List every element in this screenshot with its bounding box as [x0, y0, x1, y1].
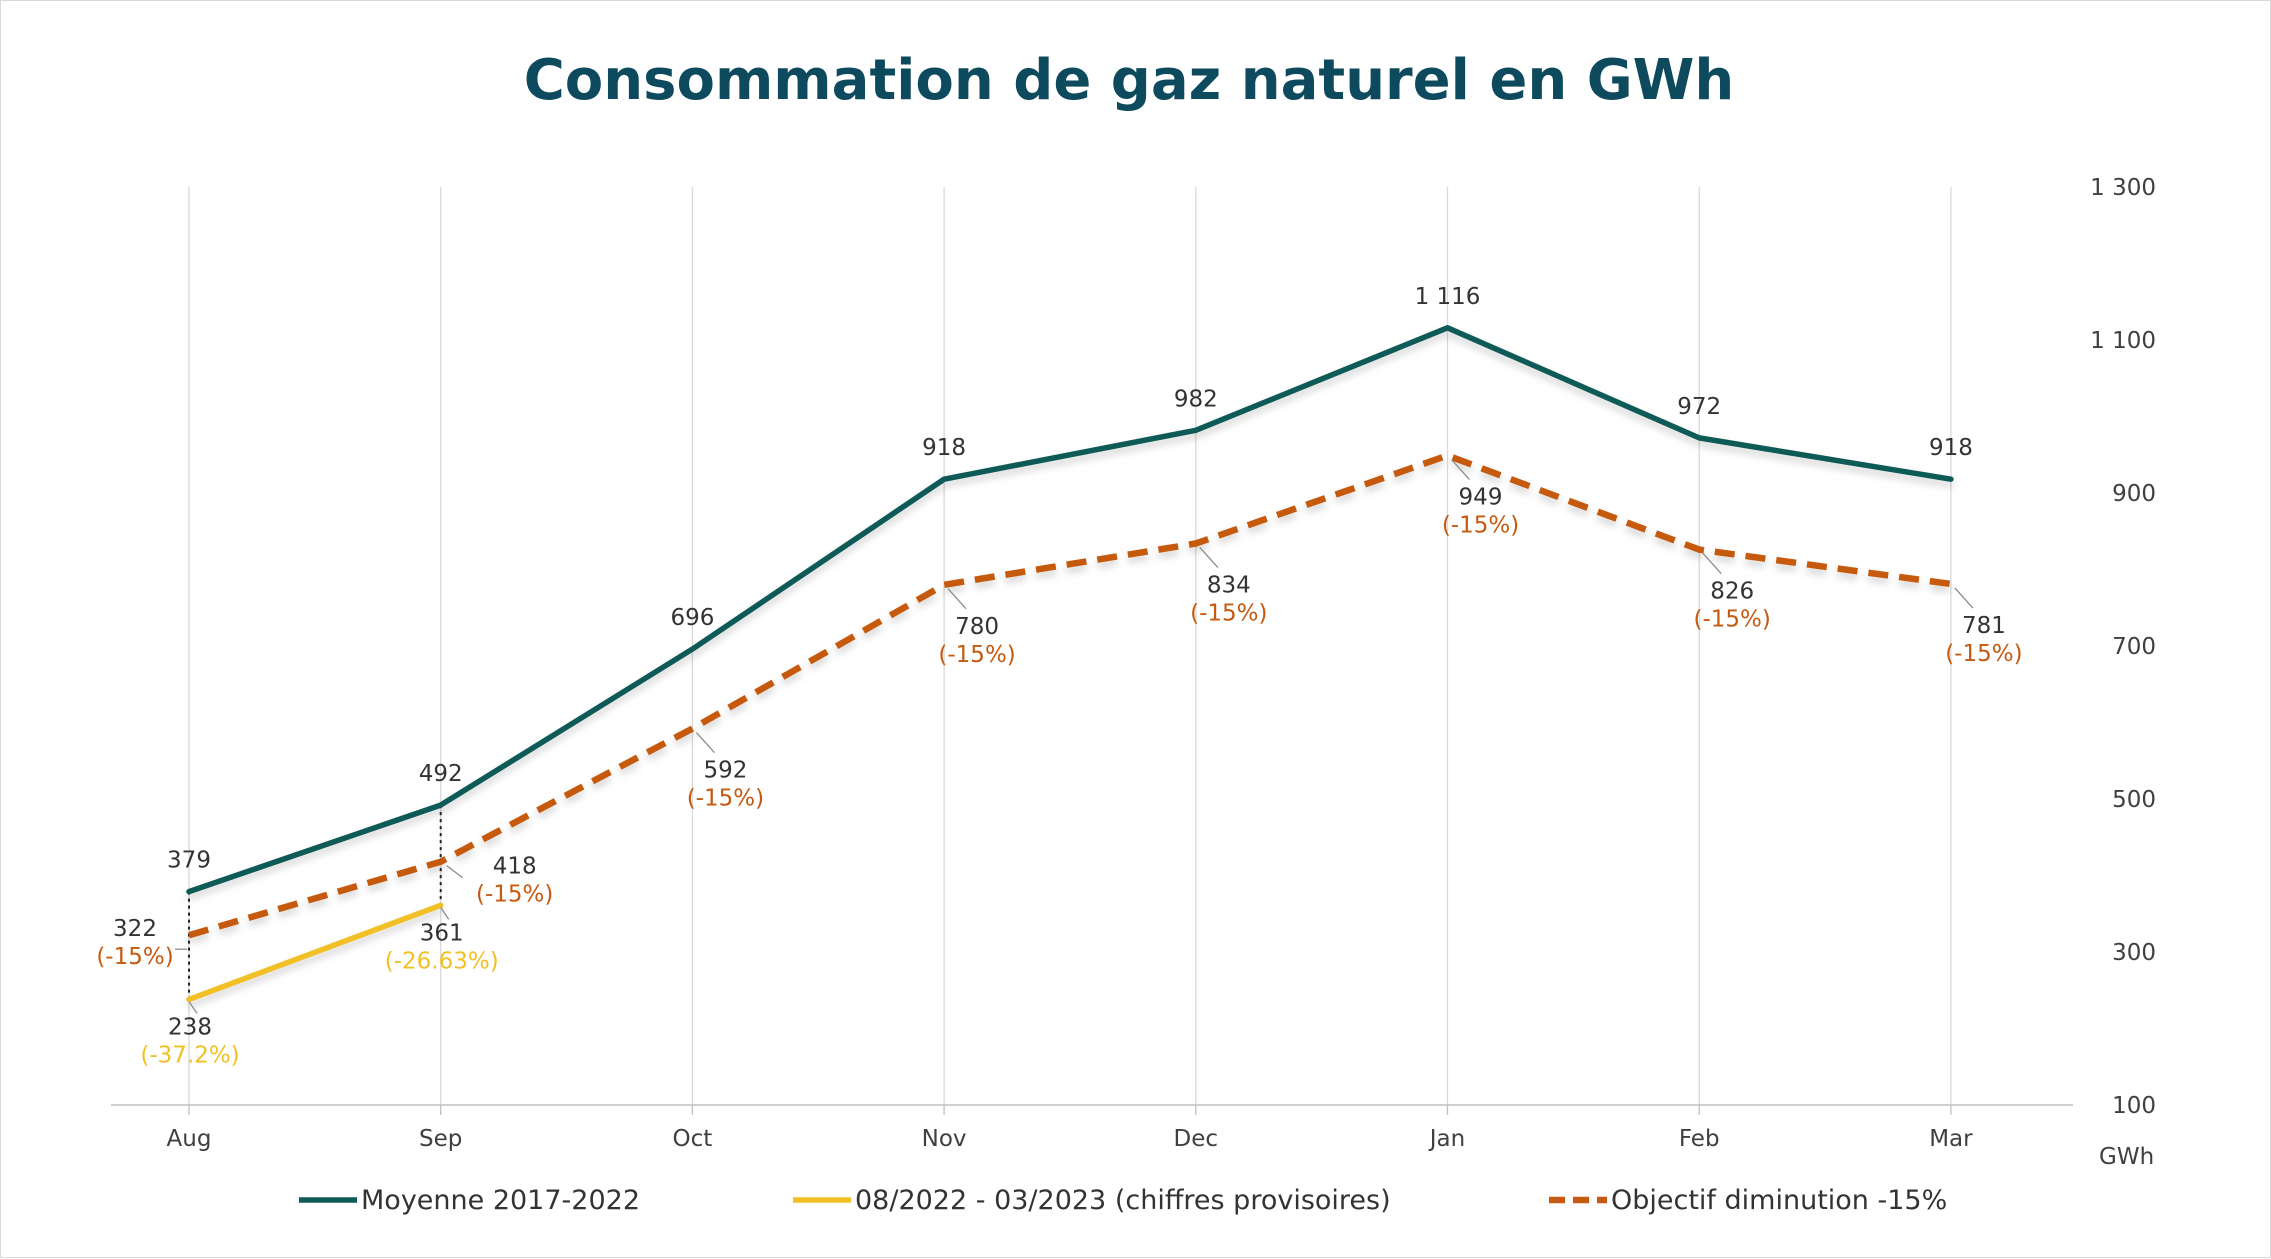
x-tick-label-jan: Jan [1428, 1126, 1465, 1152]
x-tick-label-nov: Nov [922, 1126, 967, 1152]
data-label-average-sep: 492 [419, 761, 463, 787]
legend-item-provisional: 08/2022 - 03/2023 (chiffres provisoires) [793, 1185, 1391, 1216]
legend-label: Moyenne 2017-2022 [361, 1185, 640, 1216]
x-tick-label-oct: Oct [673, 1126, 713, 1152]
leader-line-target-mar [1954, 587, 1974, 609]
legend-item-target: Objectif diminution -15% [1549, 1185, 1947, 1216]
series-line-target [188, 452, 1952, 939]
leader-line-target-oct [695, 732, 715, 754]
data-sublabel-target-oct: (-15%) [687, 786, 764, 812]
leader-line-target-feb [1702, 553, 1722, 575]
data-label-average-nov: 918 [922, 435, 966, 461]
y-tick-label-1100: 1 100 [2090, 328, 2156, 354]
legend-label: 08/2022 - 03/2023 (chiffres provisoires) [855, 1185, 1391, 1216]
data-label-target-dec: 834 [1207, 572, 1251, 598]
data-label-average-aug: 379 [167, 848, 211, 874]
y-tick-label-500: 500 [2112, 787, 2156, 813]
y-tick-label-900: 900 [2112, 481, 2156, 507]
legend-item-average: Moyenne 2017-2022 [299, 1185, 640, 1216]
x-tick-label-mar: Mar [1929, 1126, 1973, 1152]
leader-line-target-dec [1199, 547, 1219, 568]
y-tick-label-700: 700 [2112, 634, 2156, 660]
data-label-target-jan: 949 [1459, 485, 1503, 511]
data-sublabel-target-sep: (-15%) [476, 882, 553, 908]
y-tick-label-1300: 1 300 [2090, 175, 2156, 201]
data-sublabel-target-nov: (-15%) [938, 642, 1015, 668]
leader-line-target-jan [1451, 459, 1470, 480]
data-sublabel-target-jan: (-15%) [1442, 513, 1519, 539]
data-label-provisional-sep: 361 [420, 920, 464, 946]
y-tick-label-300: 300 [2112, 940, 2156, 966]
series-lines [186, 325, 1954, 1003]
leader-line-provisional-aug [188, 1001, 198, 1014]
data-labels: 379 492 696 918 982 1 116 972 918 238(-37.2%) 361… [96, 284, 2022, 1069]
data-sublabel-target-dec: (-15%) [1190, 600, 1267, 626]
x-tick-label-aug: Aug [167, 1126, 212, 1152]
data-label-target-nov: 780 [955, 614, 999, 640]
series-line-average [186, 325, 1954, 895]
data-sublabel-target-feb: (-15%) [1694, 607, 1771, 633]
data-label-average-mar: 918 [1929, 435, 1973, 461]
data-label-target-oct: 592 [703, 758, 747, 784]
leader-line-target-nov [947, 588, 967, 610]
data-sublabel-provisional-sep: (-26.63%) [385, 948, 499, 974]
x-tick-label-feb: Feb [1679, 1126, 1720, 1152]
chart-title: Consommation de gaz naturel en GWh [524, 48, 1735, 113]
data-sublabel-target-aug: (-15%) [96, 944, 173, 970]
data-label-average-dec: 982 [1174, 386, 1218, 412]
y-tick-label-100: 100 [2112, 1093, 2156, 1119]
series-line-provisional [186, 902, 444, 1003]
data-sublabel-target-mar: (-15%) [1945, 641, 2022, 667]
x-tick-label-dec: Dec [1174, 1126, 1219, 1152]
data-label-target-sep: 418 [493, 854, 537, 880]
data-sublabel-provisional-aug: (-37.2%) [140, 1042, 239, 1068]
y-axis-unit-label: GWh [2099, 1144, 2154, 1170]
legend-label: Objectif diminution -15% [1611, 1185, 1947, 1216]
data-label-average-oct: 696 [670, 605, 714, 631]
leader-line-target-sep [446, 865, 464, 879]
axes: Aug Sep Oct Nov Dec Jan Feb Mar 100 300 500 700 900 1… [111, 175, 2156, 1170]
data-label-target-mar: 781 [1962, 613, 2006, 639]
x-tick-label-sep: Sep [419, 1126, 462, 1152]
reference-markers [188, 805, 442, 1000]
data-label-provisional-aug: 238 [168, 1014, 212, 1040]
data-label-target-aug: 322 [113, 916, 157, 942]
data-label-average-jan: 1 116 [1415, 284, 1481, 310]
data-label-average-feb: 972 [1677, 394, 1721, 420]
legend: Moyenne 2017-2022 08/2022 - 03/2023 (chif… [299, 1185, 1947, 1216]
leader-line-provisional-sep [440, 906, 450, 920]
data-label-target-feb: 826 [1710, 579, 1754, 605]
